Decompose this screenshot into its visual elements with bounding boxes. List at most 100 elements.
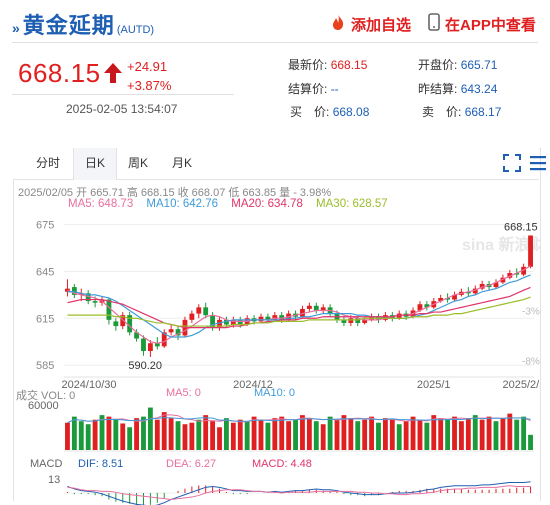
candle-up — [348, 318, 354, 323]
ask-price-value: 668.17 — [464, 105, 502, 119]
settle-price-label: 结算价: — [288, 82, 328, 96]
candle-down — [154, 343, 160, 347]
volume-bar — [182, 424, 188, 450]
volume-bar — [141, 416, 146, 450]
latest-price-value: 668.15 — [330, 58, 368, 72]
ma5-legend: MA5: 648.73 — [68, 198, 134, 210]
menu-icon[interactable] — [529, 153, 547, 178]
volume-bar — [500, 418, 506, 450]
price-change: +24.91 — [127, 59, 168, 74]
tab-weekly-k[interactable]: 周K — [127, 156, 148, 170]
candle-down — [113, 321, 119, 327]
candle-down — [313, 305, 319, 311]
open-price-label: 开盘价: — [418, 58, 458, 72]
volume-bar — [189, 422, 195, 450]
phone-icon — [428, 13, 440, 35]
ma5-line — [67, 265, 531, 344]
volume-bar — [369, 416, 374, 450]
candle-up — [507, 273, 513, 278]
volume-bar — [175, 421, 181, 450]
tab-daily-k[interactable]: 日K — [73, 148, 117, 180]
volume-bar — [113, 419, 119, 450]
settle-price-row: 结算价: -- — [288, 80, 339, 97]
volume-ma10-line — [67, 417, 531, 424]
candle-up — [147, 343, 153, 352]
candle-up — [168, 329, 174, 333]
candle-down — [341, 319, 347, 323]
kline-chart[interactable]: sina 新浪财经 675 645 615 585 -3% -8% 668.15 590.20… — [14, 210, 540, 505]
candle-down — [85, 293, 91, 302]
candle-down — [210, 315, 216, 328]
volume-bar — [493, 421, 499, 450]
open-in-app-button[interactable]: 在APP中查看 — [428, 12, 536, 36]
candle-up — [161, 332, 167, 347]
volume-bar — [348, 418, 354, 450]
y-right-tick-label: -8% — [522, 356, 540, 367]
volume-bar — [438, 418, 444, 450]
candle-down — [71, 287, 77, 295]
candle-down — [514, 273, 520, 275]
volume-bar — [465, 418, 471, 450]
volume-bar — [514, 419, 520, 450]
volume-bar — [313, 421, 319, 450]
volume-bar — [362, 419, 368, 450]
volume-bar — [168, 418, 174, 450]
volume-layer — [65, 407, 533, 450]
ma10-line — [67, 274, 531, 338]
candle-up — [472, 288, 478, 294]
candle-up — [493, 282, 499, 288]
volume-bar — [472, 415, 478, 450]
current-price: 668.15 — [18, 58, 101, 88]
volume-bar — [396, 424, 402, 450]
volume-bar — [154, 419, 160, 450]
volume-bar — [403, 421, 409, 450]
volume-bar — [120, 423, 126, 450]
volume-bar — [479, 419, 485, 450]
volume-bar — [286, 421, 292, 450]
candle-down — [279, 315, 285, 320]
volume-bar — [327, 416, 333, 450]
candle-down — [355, 318, 361, 323]
volume-bar — [210, 421, 216, 450]
instrument-code: (AUTD) — [116, 24, 155, 36]
macd-dea-line — [67, 485, 531, 500]
volume-bar — [203, 415, 209, 450]
volume-bar — [85, 424, 91, 450]
candle-up — [78, 293, 84, 295]
up-arrow-icon — [103, 62, 123, 89]
fullscreen-icon[interactable] — [503, 154, 521, 177]
bid-price-value: 668.08 — [332, 105, 370, 119]
volume-bar — [306, 418, 312, 450]
candle-down — [424, 304, 430, 308]
volume-bar — [424, 422, 430, 450]
tab-monthly-k[interactable]: 月K — [171, 156, 192, 170]
tab-timeshare[interactable]: 分时 — [35, 156, 60, 170]
volume-bar — [334, 419, 340, 450]
volume-bar — [445, 419, 451, 450]
page-title: 黄金延期 — [22, 13, 115, 38]
add-watchlist-button[interactable]: 添加自选 — [330, 12, 411, 36]
ask-price-label: 卖 价: — [422, 105, 462, 119]
x-tick-label: 2025/1 — [417, 379, 451, 391]
candle-up — [272, 315, 278, 320]
open-price-row: 开盘价: 665.71 — [418, 56, 497, 73]
ma20-legend: MA20: 634.78 — [231, 198, 303, 210]
y-tick-label: 585 — [36, 360, 54, 372]
macd-layer — [66, 481, 532, 505]
volume-bar — [78, 421, 84, 450]
volume-bar — [417, 419, 423, 450]
max-price-label: 668.15 — [504, 221, 538, 233]
volume-bar — [244, 421, 250, 450]
candle-down — [224, 319, 229, 325]
open-price-value: 665.71 — [460, 58, 498, 72]
volume-bar — [127, 427, 133, 450]
volume-bar — [217, 427, 222, 450]
candle-down — [106, 299, 112, 320]
chart-watermark: sina 新浪财经 — [462, 235, 540, 254]
candle-up — [217, 319, 222, 328]
candle-up — [452, 294, 457, 300]
volume-ma10-legend: MA10: 0 — [254, 387, 295, 399]
candle-down — [134, 332, 139, 339]
volume-legend-row: 成交 VOL: 0 MA5: 0 MA10: 0 — [16, 387, 295, 403]
header-divider — [12, 42, 538, 43]
